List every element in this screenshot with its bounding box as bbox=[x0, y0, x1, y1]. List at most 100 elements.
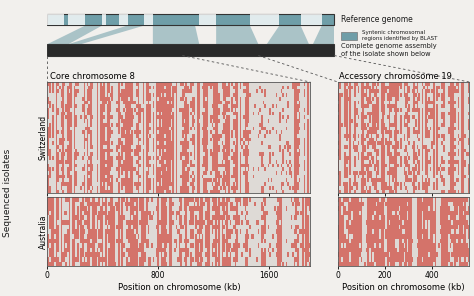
Bar bbox=[191, 211, 192, 215]
Bar bbox=[129, 89, 131, 93]
Bar bbox=[71, 93, 72, 97]
Bar bbox=[339, 257, 341, 262]
Bar bbox=[382, 220, 384, 225]
Bar bbox=[276, 104, 277, 108]
Bar bbox=[77, 197, 79, 202]
Bar bbox=[147, 93, 149, 97]
Bar bbox=[181, 252, 182, 257]
Bar bbox=[245, 149, 246, 152]
Bar bbox=[131, 234, 133, 239]
Bar bbox=[289, 160, 291, 164]
Bar bbox=[199, 167, 200, 171]
Bar bbox=[117, 239, 118, 243]
Bar bbox=[449, 182, 451, 186]
Bar bbox=[433, 134, 435, 138]
Bar bbox=[349, 108, 351, 112]
Bar bbox=[428, 178, 430, 182]
Bar bbox=[202, 220, 203, 225]
Bar bbox=[441, 243, 443, 248]
Bar bbox=[111, 86, 113, 89]
Bar bbox=[307, 104, 309, 108]
Bar bbox=[55, 86, 57, 89]
Bar bbox=[343, 262, 345, 266]
Bar bbox=[131, 86, 133, 89]
Bar bbox=[83, 86, 85, 89]
Bar bbox=[397, 108, 399, 112]
Bar bbox=[153, 101, 154, 104]
Bar bbox=[71, 186, 72, 189]
Bar bbox=[413, 182, 415, 186]
Bar bbox=[245, 152, 246, 156]
Bar bbox=[203, 149, 205, 152]
Bar bbox=[223, 239, 225, 243]
Bar bbox=[379, 206, 381, 211]
Bar bbox=[458, 123, 459, 126]
Bar bbox=[305, 197, 307, 202]
Bar bbox=[304, 160, 305, 164]
Bar bbox=[215, 243, 217, 248]
Bar bbox=[377, 152, 379, 156]
Bar bbox=[175, 167, 177, 171]
Bar bbox=[105, 171, 107, 175]
Bar bbox=[395, 141, 397, 145]
Bar bbox=[121, 248, 123, 252]
Bar bbox=[169, 182, 171, 186]
Bar bbox=[375, 182, 377, 186]
Bar bbox=[453, 225, 455, 229]
Bar bbox=[403, 171, 405, 175]
Bar bbox=[354, 126, 356, 130]
Bar bbox=[179, 211, 181, 215]
Bar bbox=[382, 175, 384, 178]
Bar bbox=[164, 252, 166, 257]
Bar bbox=[389, 108, 391, 112]
Bar bbox=[433, 225, 435, 229]
Bar bbox=[118, 82, 119, 86]
Bar bbox=[55, 134, 57, 138]
Bar bbox=[62, 189, 64, 193]
Bar bbox=[377, 211, 379, 215]
Bar bbox=[417, 156, 419, 160]
Bar bbox=[69, 138, 71, 141]
Bar bbox=[172, 101, 174, 104]
Bar bbox=[101, 123, 103, 126]
Bar bbox=[237, 234, 238, 239]
Bar bbox=[403, 262, 405, 266]
Bar bbox=[346, 93, 348, 97]
Bar bbox=[143, 186, 144, 189]
Bar bbox=[377, 82, 379, 86]
Bar bbox=[237, 243, 238, 248]
Bar bbox=[185, 206, 187, 211]
Bar bbox=[55, 126, 57, 130]
Bar bbox=[192, 101, 193, 104]
Bar bbox=[425, 119, 427, 123]
Bar bbox=[421, 248, 423, 252]
Bar bbox=[210, 220, 212, 225]
Bar bbox=[228, 126, 230, 130]
Bar bbox=[264, 239, 266, 243]
Bar bbox=[57, 234, 59, 239]
Bar bbox=[361, 126, 363, 130]
Bar bbox=[169, 86, 171, 89]
Bar bbox=[126, 229, 128, 234]
Bar bbox=[100, 104, 101, 108]
Bar bbox=[163, 126, 164, 130]
Bar bbox=[213, 104, 215, 108]
Bar bbox=[369, 119, 371, 123]
Bar bbox=[215, 178, 217, 182]
Bar bbox=[409, 126, 410, 130]
Bar bbox=[179, 206, 181, 211]
Bar bbox=[263, 152, 264, 156]
Bar bbox=[237, 171, 238, 175]
Bar bbox=[246, 234, 248, 239]
Bar bbox=[47, 239, 49, 243]
Bar bbox=[115, 202, 117, 206]
Bar bbox=[302, 252, 304, 257]
Bar bbox=[421, 123, 423, 126]
Bar bbox=[185, 101, 187, 104]
Bar bbox=[103, 82, 105, 86]
Bar bbox=[126, 220, 128, 225]
Bar bbox=[144, 239, 146, 243]
Bar bbox=[144, 252, 146, 257]
Bar bbox=[87, 145, 89, 149]
Bar bbox=[248, 119, 249, 123]
